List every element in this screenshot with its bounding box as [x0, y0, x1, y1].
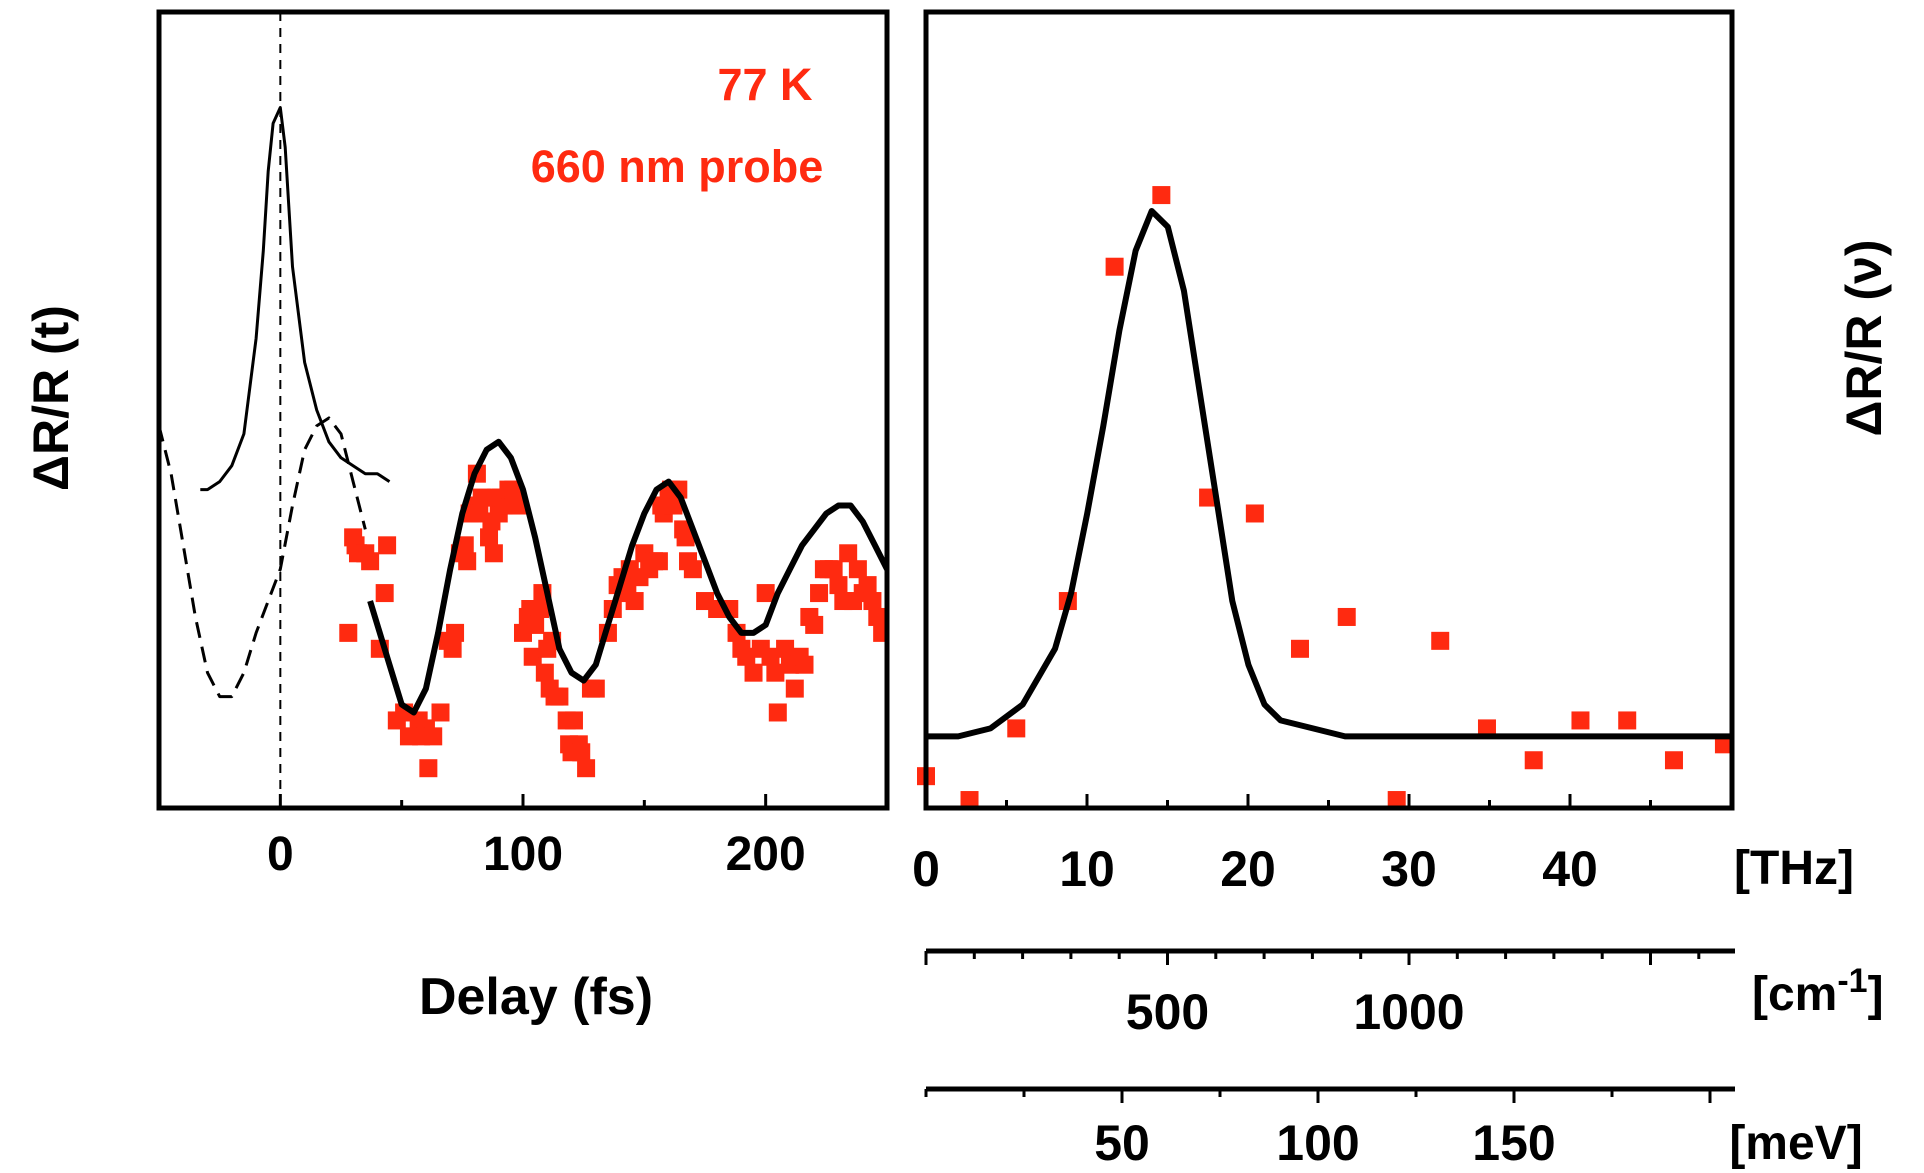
left-data-point — [737, 647, 756, 666]
left-data-point — [768, 703, 787, 722]
left-x-axis-label: Delay (fs) — [419, 968, 653, 1026]
right-data-point — [960, 791, 979, 810]
left-plot-frame — [156, 9, 890, 811]
left-data-point — [443, 639, 462, 658]
thz-unit-label: [THz] — [1734, 842, 1854, 895]
left-data-point — [484, 544, 503, 563]
right-data-point — [1714, 735, 1733, 754]
cm-tick-label: 1000 — [1353, 984, 1464, 1040]
left-data-point — [509, 496, 528, 515]
left-data-point — [766, 663, 785, 682]
right-data-point — [1105, 257, 1124, 276]
right-data-point — [1477, 719, 1496, 738]
left-data-point — [839, 544, 858, 563]
right-data-point — [1664, 751, 1683, 770]
left-fit-curve — [367, 438, 887, 716]
right-data-point — [1337, 607, 1356, 626]
left-data-point — [863, 592, 882, 611]
left-data-point — [664, 496, 683, 515]
right-data-point — [1387, 791, 1406, 810]
left-data-point — [785, 679, 804, 698]
mev-tick-label: 150 — [1472, 1115, 1555, 1171]
right-data-point — [1571, 711, 1590, 730]
left-data-point — [523, 647, 542, 666]
left-data-point — [431, 703, 450, 722]
left-dashed-curve — [159, 416, 367, 699]
left-data-point — [480, 528, 499, 547]
right-plot-frame — [923, 9, 1735, 811]
left-data-point — [577, 759, 596, 778]
thz-tick-label: 20 — [1220, 841, 1276, 897]
right-data-point — [1618, 711, 1637, 730]
left-data-point — [810, 584, 829, 603]
thz-tick-label: 30 — [1381, 841, 1437, 897]
left-data-point — [795, 655, 814, 674]
left-plot-area — [159, 106, 887, 778]
cm-tick-label: 500 — [1126, 984, 1209, 1040]
left-data-point — [339, 623, 358, 642]
left-data-point — [530, 600, 549, 618]
left-data-point — [858, 576, 877, 595]
left-data-point — [744, 663, 763, 682]
right-fit-curve — [926, 208, 1732, 740]
left-data-point — [625, 592, 644, 611]
thz-tick-label: 0 — [912, 841, 940, 897]
left-data-point — [683, 560, 702, 579]
left-data-point — [868, 607, 887, 626]
left-data-point — [761, 647, 780, 666]
left-data-point — [805, 615, 824, 634]
left-data-point — [535, 663, 554, 682]
cm-unit-label: [cm-1] — [1752, 962, 1884, 1021]
left-x-tick-label: 100 — [483, 828, 563, 881]
left-data-point — [550, 687, 569, 706]
left-data-point — [378, 536, 397, 555]
left-data-point — [572, 743, 591, 762]
right-data-point — [1290, 639, 1309, 658]
left-data-point — [829, 576, 848, 595]
mev-tick-label: 50 — [1094, 1115, 1150, 1171]
left-data-point — [848, 560, 867, 579]
left-chart: 0 100 200 Delay (fs) ΔR/R (t) 77 K 660 nm prob… — [23, 9, 890, 1026]
thz-tick-label: 10 — [1059, 841, 1115, 897]
right-plot-area — [917, 186, 1733, 810]
left-data-point — [756, 584, 775, 603]
left-y-axis-label: ΔR/R (t) — [23, 305, 79, 491]
left-data-point — [564, 711, 583, 730]
mev-unit-label: [meV] — [1729, 1117, 1862, 1170]
left-data-point — [504, 480, 523, 499]
right-y-axis-label: ΔR/R (ν) — [1836, 239, 1892, 436]
left-data-point — [472, 488, 491, 507]
probe-annotation: 660 nm probe — [531, 141, 824, 192]
left-data-point — [458, 552, 477, 571]
mev-tick-label: 100 — [1276, 1115, 1359, 1171]
left-data-point — [424, 727, 443, 746]
left-data-point — [419, 759, 438, 778]
left-data-point — [676, 528, 695, 547]
left-data-point — [455, 536, 474, 555]
temperature-annotation: 77 K — [717, 59, 813, 110]
left-data-point — [446, 623, 465, 642]
right-chart: 0 10 20 30 40 [THz] 500 1000 [cm-1] 50 100 150 [meV]… — [912, 9, 1892, 1171]
left-data-point — [873, 623, 887, 642]
right-data-point — [1152, 186, 1171, 205]
right-data-point — [1431, 631, 1450, 650]
left-data-point — [586, 679, 605, 698]
thz-tick-label: 40 — [1542, 841, 1598, 897]
left-data-point — [375, 584, 394, 603]
left-data-point — [361, 552, 380, 571]
left-data-point — [526, 615, 545, 634]
right-data-point — [1245, 504, 1264, 523]
right-data-point — [1524, 751, 1543, 770]
right-data-point — [1007, 719, 1026, 738]
left-pump-pulse-curve — [200, 106, 391, 492]
left-x-tick-label: 200 — [726, 828, 806, 881]
left-data-point — [649, 552, 668, 571]
left-data-point — [824, 560, 843, 579]
left-data-point — [776, 639, 795, 658]
left-x-tick-label: 0 — [267, 828, 294, 881]
